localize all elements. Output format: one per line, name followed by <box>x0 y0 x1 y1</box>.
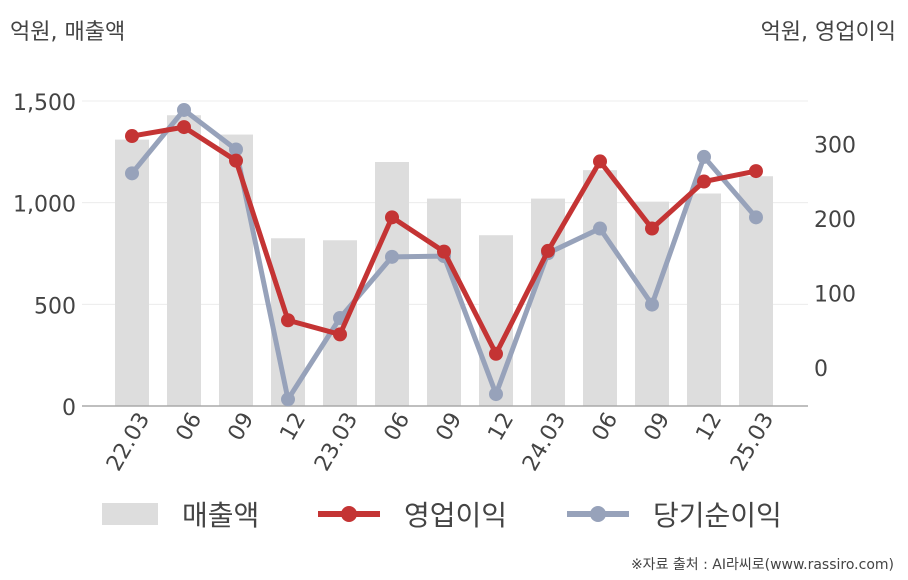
left-tick-label: 0 <box>62 396 76 421</box>
x-tick-label: 06 <box>380 409 416 446</box>
legend-swatch-marker <box>341 506 357 522</box>
x-tick-label: 06 <box>172 409 208 446</box>
legend: 매출액 영업이익 당기순이익 <box>102 499 782 532</box>
bar-revenue <box>167 115 201 406</box>
right-axis-unit: 억원, 영업이익 <box>760 20 896 45</box>
line-series <box>125 102 763 407</box>
point-operating-profit <box>229 153 243 168</box>
point-operating-profit <box>177 120 191 135</box>
x-tick-label: 12 <box>484 409 520 446</box>
bar-revenue <box>687 193 721 406</box>
bar-revenue <box>583 170 617 406</box>
point-operating-profit <box>749 164 763 179</box>
x-tick-label: 09 <box>224 409 260 446</box>
x-tick-label: 23.03 <box>310 409 363 476</box>
source-note: ※자료 출처 : AI라씨로(www.rassiro.com) <box>630 557 894 573</box>
point-net-income <box>645 297 659 312</box>
legend-label: 당기순이익 <box>653 499 782 532</box>
bar-revenue <box>479 235 513 406</box>
legend-swatch-bar <box>102 503 158 525</box>
point-operating-profit <box>489 346 503 361</box>
point-operating-profit <box>281 313 295 328</box>
left-tick-label: 500 <box>34 294 76 319</box>
right-tick-label: 0 <box>814 357 828 382</box>
x-tick-label: 09 <box>640 409 676 446</box>
point-net-income <box>749 210 763 225</box>
point-net-income <box>593 221 607 236</box>
right-tick-label: 100 <box>814 283 856 308</box>
point-net-income <box>125 166 139 181</box>
right-tick-label: 200 <box>814 208 856 233</box>
point-operating-profit <box>697 174 711 189</box>
bar-revenue <box>427 198 461 406</box>
point-operating-profit <box>645 221 659 236</box>
x-tick-label: 06 <box>588 409 624 446</box>
left-tick-label: 1,500 <box>13 91 76 116</box>
point-operating-profit <box>385 210 399 225</box>
left-axis-unit: 억원, 매출액 <box>10 20 126 45</box>
x-tick-label: 25.03 <box>726 409 779 476</box>
legend-label: 영업이익 <box>404 499 507 532</box>
x-tick-label: 09 <box>432 409 468 446</box>
point-net-income <box>281 392 295 407</box>
x-tick-label: 12 <box>692 409 728 446</box>
point-net-income <box>489 387 503 402</box>
point-net-income <box>385 249 399 264</box>
x-tick-label: 12 <box>276 409 312 446</box>
legend-swatch-marker <box>590 506 606 522</box>
point-operating-profit <box>541 243 555 258</box>
right-tick-label: 300 <box>814 134 856 159</box>
left-tick-label: 1,000 <box>13 193 76 218</box>
point-net-income <box>229 142 243 157</box>
bar-series-revenue <box>115 115 773 407</box>
bar-revenue <box>219 134 253 407</box>
x-tick-label: 22.03 <box>102 409 155 476</box>
point-net-income <box>697 149 711 164</box>
legend-label: 매출액 <box>182 499 259 532</box>
point-operating-profit <box>333 327 347 342</box>
x-tick-label: 24.03 <box>518 409 571 476</box>
point-net-income <box>177 102 191 117</box>
point-operating-profit <box>125 129 139 144</box>
point-operating-profit <box>593 154 607 169</box>
point-operating-profit <box>437 244 451 259</box>
bar-revenue <box>375 162 409 406</box>
bar-revenue <box>115 139 149 406</box>
